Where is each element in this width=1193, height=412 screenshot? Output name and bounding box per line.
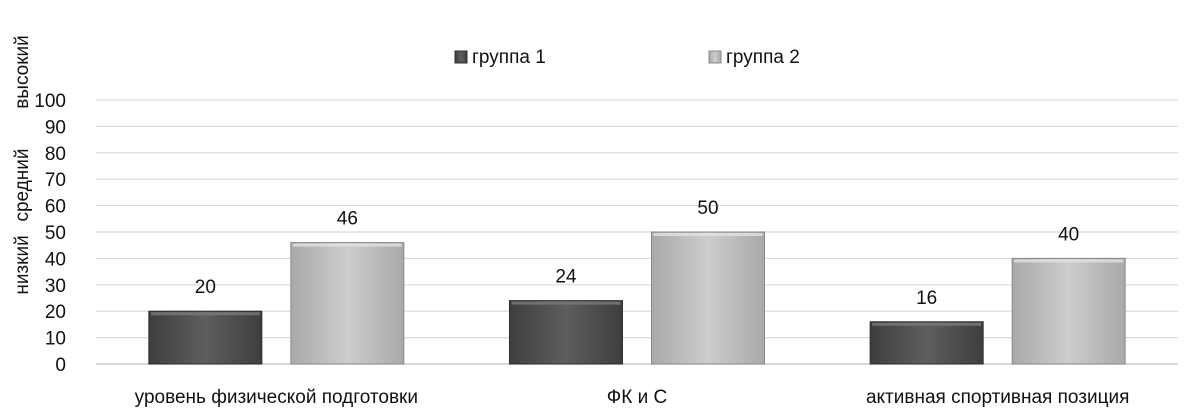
x-category-label: уровень физической подготовки: [135, 387, 418, 408]
bar-2-3: [1011, 257, 1126, 365]
bar-bevel: [653, 233, 763, 236]
data-label: 20: [195, 277, 216, 298]
x-category-label: ФК и С: [607, 387, 667, 408]
bar-bevel: [511, 301, 621, 305]
data-label: 46: [337, 209, 358, 230]
bar-1-3: [869, 321, 984, 365]
y-tick-label: 80: [45, 144, 66, 165]
bars: [148, 231, 1126, 365]
y-axis-label-part: низкий: [12, 235, 33, 294]
data-label: 16: [916, 288, 937, 309]
y-axis-ticks: 0 10 20 30 40 50 60 70 80 90 100: [34, 91, 66, 376]
bar-1-2: [509, 300, 623, 365]
y-tick-label: 70: [45, 170, 66, 191]
bar-bevel: [150, 312, 260, 316]
y-tick-label: 0: [55, 355, 66, 376]
legend-swatch: [454, 50, 468, 64]
y-axis-label-part: средний: [12, 148, 33, 221]
y-axis-label-part: высокий: [12, 35, 33, 109]
y-tick-label: 90: [45, 117, 66, 138]
legend-label: группа 1: [472, 47, 546, 68]
y-tick-label: 100: [34, 91, 66, 112]
legend-label: группа 2: [726, 47, 800, 68]
y-axis-label: низкий средний высокий: [12, 35, 33, 294]
legend-swatch: [708, 50, 722, 64]
data-label: 24: [555, 267, 577, 288]
x-category-label: активная спортивная позиция: [866, 387, 1129, 408]
bar-bevel: [872, 322, 982, 326]
bar-bevel: [1014, 259, 1124, 263]
data-labels: 20 46 24 50 16 40: [195, 198, 1079, 309]
y-tick-label: 50: [45, 223, 66, 244]
gridlines: [96, 99, 1178, 365]
y-tick-label: 60: [45, 197, 66, 218]
data-label: 40: [1058, 224, 1079, 245]
bar-2-2: [651, 231, 765, 365]
x-axis-categories: уровень физической подготовки ФК и С актив…: [135, 387, 1130, 408]
y-tick-label: 40: [45, 249, 66, 270]
y-tick-label: 10: [45, 329, 66, 350]
y-tick-label: 30: [45, 276, 66, 297]
bar-1-1: [148, 310, 263, 365]
bar-2-1: [290, 242, 405, 365]
bar-bevel: [292, 243, 402, 247]
legend: группа 1 группа 2: [454, 47, 800, 68]
data-label: 50: [697, 198, 718, 219]
y-tick-label: 20: [45, 302, 66, 323]
